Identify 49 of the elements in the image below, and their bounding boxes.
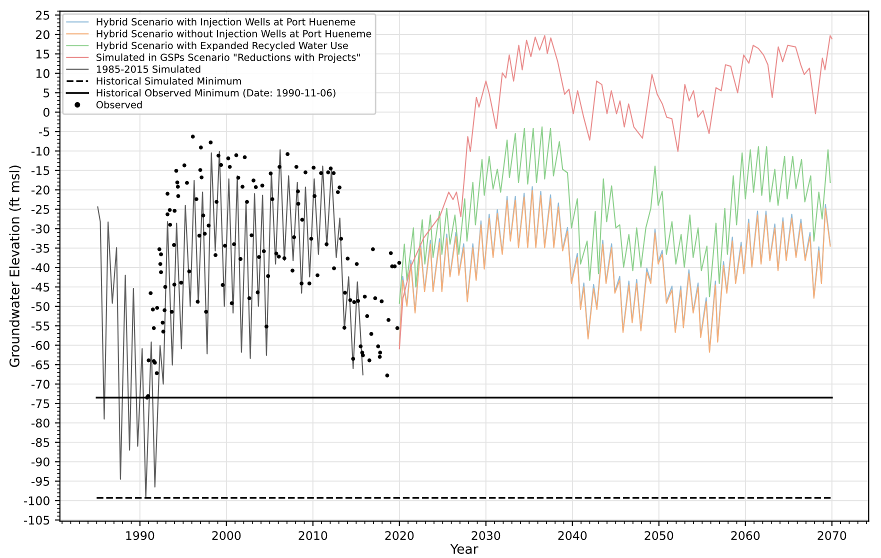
legend-label: Hybrid Scenario with Expanded Recycled Water Use — [96, 42, 348, 52]
y-tick-label: 5 — [44, 88, 50, 98]
y-tick-label: -55 — [31, 322, 50, 330]
y-tick-label: -50 — [31, 302, 50, 312]
x-tick-label: 2050 — [644, 531, 674, 540]
y-tick-label: 10 — [36, 69, 50, 78]
x-tick-label: 2060 — [731, 531, 760, 540]
legend-label: Historical Observed Minimum (Date: 1990-11-06) — [96, 89, 336, 98]
y-tick-label: 25 — [36, 10, 50, 20]
y-tick-label: 0 — [43, 108, 50, 117]
line-series — [97, 149, 364, 498]
x-tick-label: 2020 — [385, 531, 414, 540]
y-tick-label: -80 — [31, 418, 50, 428]
x-axis-title: Year — [450, 544, 478, 554]
y-axis-title: Groundwater Elevation (ft msl) — [9, 166, 21, 368]
x-tick-label: 2010 — [298, 531, 328, 540]
x-tick-label: 2030 — [472, 531, 500, 540]
legend-label: Hybrid Scenario with Injection Wells at Port Hueneme — [96, 18, 356, 28]
y-tick-label: -40 — [31, 263, 50, 272]
legend-label: Observed — [96, 100, 142, 108]
x-tick-label: 2000 — [212, 531, 241, 540]
y-tick-label: -5 — [38, 127, 50, 136]
y-tick-label: -15 — [31, 166, 50, 176]
y-tick-label: -30 — [31, 224, 50, 234]
y-tick-label: -75 — [31, 399, 50, 408]
line-series — [398, 126, 831, 304]
y-tick-label: -65 — [31, 360, 50, 370]
y-tick-label: -90 — [31, 457, 50, 466]
y-tick-label: -70 — [31, 380, 50, 389]
legend-label: Simulated in GSPs Scenario "Reductions with Projects" — [96, 53, 360, 63]
y-tick-label: -60 — [31, 340, 50, 350]
legend-label: Historical Simulated Minimum — [96, 77, 241, 85]
legend-label: Hybrid Scenario without Injection Wells at Port Hueneme — [96, 30, 372, 40]
y-tick-label: 15 — [36, 50, 50, 59]
y-tick-label: -85 — [31, 438, 50, 447]
y-tick-label: -100 — [24, 496, 50, 506]
line-series — [398, 35, 832, 350]
y-tick-label: -25 — [31, 204, 50, 214]
x-tick-label: 2040 — [558, 531, 587, 540]
y-tick-label: -95 — [31, 476, 50, 486]
y-tick-label: -45 — [31, 282, 50, 292]
y-tick-label: -20 — [31, 186, 50, 194]
x-tick-label: 2070 — [818, 531, 846, 540]
legend-label: 1985-2015 Simulated — [96, 65, 200, 73]
x-tick-label: 1990 — [126, 531, 154, 540]
y-tick-label: -35 — [31, 244, 50, 253]
y-tick-label: -10 — [31, 146, 50, 156]
y-tick-label: 20 — [36, 30, 50, 40]
y-tick-label: -105 — [24, 516, 50, 525]
